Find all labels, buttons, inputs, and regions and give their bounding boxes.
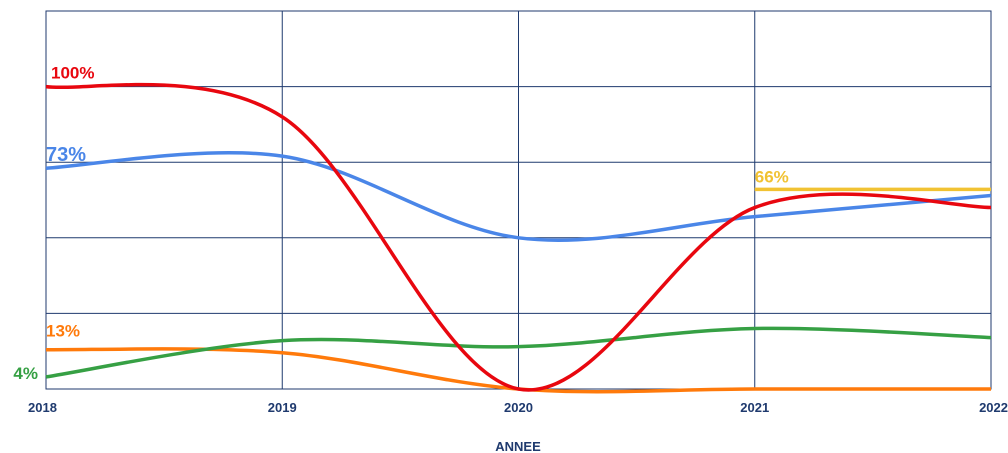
data-labels: 100% 73% 66% 13% 4% — [13, 64, 788, 383]
x-axis-title: ANNEE — [495, 439, 541, 453]
x-tick-label: 2018 — [28, 400, 57, 415]
x-tick-label: 2021 — [740, 400, 769, 415]
series-line — [45, 82, 992, 392]
x-tick-label: 2020 — [504, 400, 533, 415]
x-tick-label: 2022 — [979, 400, 1008, 415]
series-line — [45, 151, 992, 242]
x-axis-ticks: 2018 2019 2020 2021 2022 — [28, 400, 1008, 415]
data-label: 66% — [755, 167, 789, 186]
data-label: 100% — [51, 64, 94, 83]
x-tick-label: 2019 — [268, 400, 297, 415]
data-label: 13% — [46, 322, 80, 341]
data-label: 4% — [13, 364, 38, 383]
series-lines — [45, 82, 992, 394]
series-line — [45, 326, 992, 379]
data-label: 73% — [46, 144, 86, 166]
